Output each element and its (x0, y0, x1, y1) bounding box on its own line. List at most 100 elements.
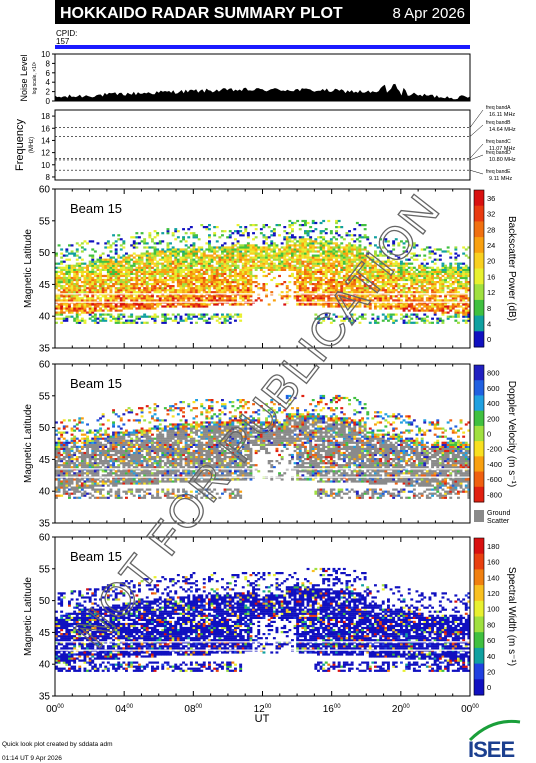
colorbar-tick-label: 120 (487, 589, 500, 598)
colorbar-swatch (474, 365, 484, 381)
beam-label: Beam 15 (70, 376, 122, 391)
time-axis: 0000 0400 0800 1200 1600 2000 0000 (46, 704, 479, 715)
colorbar-swatch (474, 441, 484, 457)
freq-tick-label: 12 (41, 149, 50, 158)
colorbar-tick-label: 160 (487, 558, 500, 567)
freq-band-value: 11.07 MHz (489, 146, 515, 152)
colorbar-swatch (474, 679, 484, 696)
lat-tick-label: 60 (39, 533, 51, 544)
freq-tick-label: 18 (41, 112, 50, 121)
time-tick-label: 0400 (115, 704, 133, 715)
logo-swoosh (468, 719, 521, 742)
freq-ylabel: Frequency (14, 119, 26, 171)
lat-tick-label: 35 (39, 692, 51, 703)
colorbar-tick-label: 60 (487, 636, 495, 645)
colorbar-tick-label: -800 (487, 490, 502, 499)
colorbar-swatch (474, 395, 484, 412)
colorbar-tick-label: 100 (487, 605, 500, 614)
ground-scatter-label: Ground (487, 510, 510, 517)
freq-band-value: 9.11 MHz (489, 176, 512, 182)
noise-ylabel: Noise Level (19, 54, 29, 101)
lat-tick-label: 60 (39, 185, 51, 196)
scatter-field (55, 394, 471, 499)
time-tick-label: 0000 (46, 704, 64, 715)
noise-tick-label: 10 (41, 50, 50, 59)
ground-scatter-label: Scatter (487, 518, 510, 525)
lat-tick-label: 55 (39, 391, 51, 402)
beam-label: Beam 15 (70, 201, 122, 216)
colorbar-swatch (474, 425, 484, 442)
colorbar-tick-label: 20 (487, 257, 495, 266)
freq-band-value: 10.80 MHz (489, 157, 516, 163)
freq-band-name: freq bandA (486, 105, 511, 111)
colorbar-swatch (474, 299, 484, 317)
colorbar-swatch (474, 331, 484, 348)
colorbar-tick-label: -200 (487, 445, 502, 454)
colorbar-swatch (474, 268, 484, 285)
lat-tick-label: 60 (39, 360, 51, 371)
colorbar-swatch (474, 486, 484, 503)
colorbar-tick-label: 36 (487, 194, 495, 203)
colorbar-tick-label: 4 (487, 319, 491, 328)
freq-band-value: 16.11 MHz (489, 112, 515, 118)
colorbar-swatch (474, 456, 484, 473)
lat-tick-label: 55 (39, 216, 51, 227)
cpid-bar (55, 45, 470, 49)
colorbar-tick-label: 32 (487, 210, 495, 219)
colorbar-swatch (474, 553, 484, 570)
colorbar-tick-label: 600 (487, 384, 500, 393)
colorbar-swatch (474, 569, 484, 586)
noise-tick-label: 8 (46, 59, 51, 68)
freq-tick-label: 16 (41, 124, 50, 133)
freq-ylabel-sub: (MHz) (29, 137, 35, 153)
freq-band-name: freq bandE (486, 169, 511, 175)
colorbar-swatch (474, 205, 484, 222)
colorbar-title: Spectral Width (m s⁻¹) (506, 567, 517, 666)
x-axis-label: UT (255, 713, 270, 725)
colorbar: 180 160 140 120 100 80 60 40 20 0 Spectral Width (… (473, 537, 517, 696)
footer-timestamp: 01:14 UT 9 Apr 2026 (2, 755, 62, 762)
colorbar-swatch (474, 471, 484, 488)
colorbar-tick-label: -400 (487, 460, 502, 469)
lat-tick-label: 45 (39, 628, 51, 639)
freq-band-leader (469, 143, 484, 159)
colorbar-title: Backscatter Power (dB) (506, 216, 517, 321)
frequency-axis-ticks: 8 10 12 14 16 18 (41, 112, 55, 182)
freq-tick-label: 14 (41, 136, 50, 145)
colorbar-swatch (474, 600, 484, 617)
lat-tick-label: 35 (39, 344, 51, 355)
colorbar-tick-label: -600 (487, 475, 502, 484)
lat-tick-label: 55 (39, 564, 51, 575)
freq-band-leader (469, 124, 484, 137)
scatter-field (55, 219, 471, 324)
noise-tick-label: 4 (46, 78, 51, 87)
colorbar-tick-label: 40 (487, 652, 495, 661)
time-tick-label: 2000 (392, 704, 410, 715)
freq-band-leader (469, 169, 484, 175)
noise-level-trace (55, 83, 470, 101)
colorbar-tick-label: 140 (487, 573, 500, 582)
freq-band-name: freq bandC (486, 139, 511, 145)
colorbar-swatch (474, 632, 484, 649)
lat-tick-label: 45 (39, 280, 51, 291)
logo-text: ISEE (468, 737, 514, 762)
time-tick-label: 1600 (323, 704, 341, 715)
lat-tick-label: 40 (39, 312, 51, 323)
colorbar-tick-label: 0 (487, 335, 491, 344)
time-tick-label: 0000 (461, 704, 479, 715)
colorbar-tick-label: 0 (487, 430, 491, 439)
freq-band-value: 14.64 MHz (489, 127, 516, 133)
cpid-value: 157 (56, 37, 70, 46)
isee-logo: ISEE (468, 719, 521, 762)
time-tick-label: 0800 (184, 704, 202, 715)
colorbar-swatch (474, 585, 484, 602)
colorbar-swatch (474, 616, 484, 633)
colorbar-tick-label: 400 (487, 399, 500, 408)
noise-tick-label: 6 (46, 69, 51, 78)
lat-tick-label: 40 (39, 660, 51, 671)
